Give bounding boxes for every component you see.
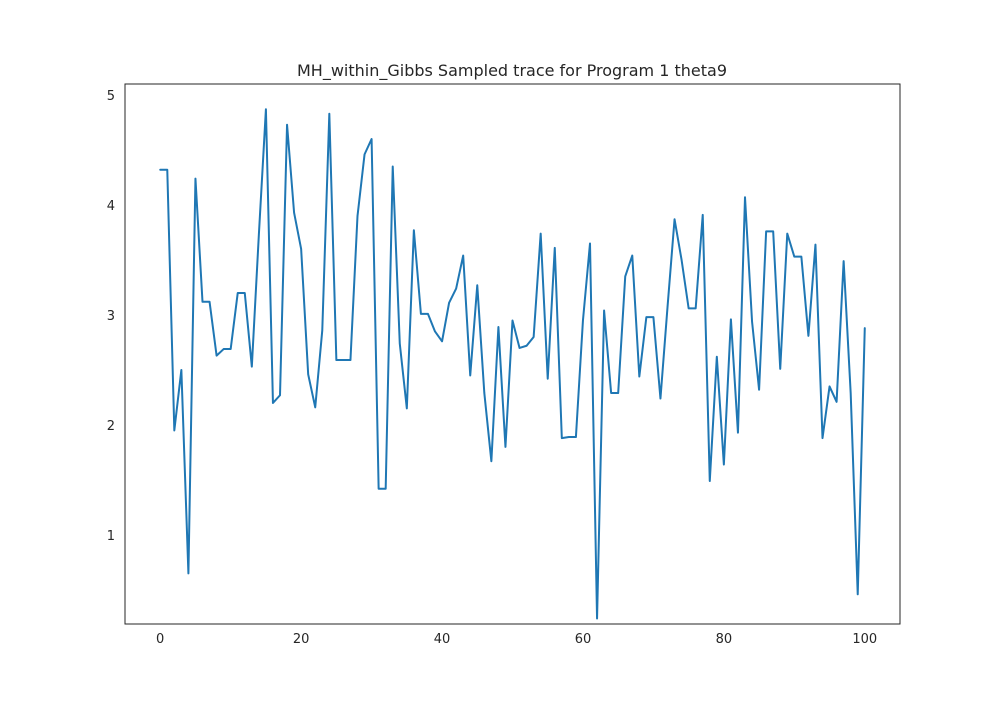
y-tick-label: 4 [107, 199, 115, 214]
plot-area-frame [124, 83, 901, 625]
y-tick-label: 3 [107, 309, 115, 324]
x-axis-ticks: 0 20 40 60 80 100 [156, 632, 877, 647]
chart-title: MH_within_Gibbs Sampled trace for Progra… [297, 61, 727, 81]
x-tick-label: 60 [575, 632, 592, 647]
y-tick-label: 1 [107, 529, 115, 544]
x-tick-label: 20 [293, 632, 310, 647]
x-tick-label: 100 [852, 632, 877, 647]
y-axis-ticks: 1 2 3 4 5 [107, 89, 115, 544]
x-tick-label: 40 [434, 632, 451, 647]
x-tick-label: 80 [716, 632, 733, 647]
y-tick-label: 2 [107, 419, 115, 434]
trace-line [159, 108, 866, 620]
x-tick-label: 0 [156, 632, 164, 647]
y-tick-label: 5 [107, 89, 115, 104]
